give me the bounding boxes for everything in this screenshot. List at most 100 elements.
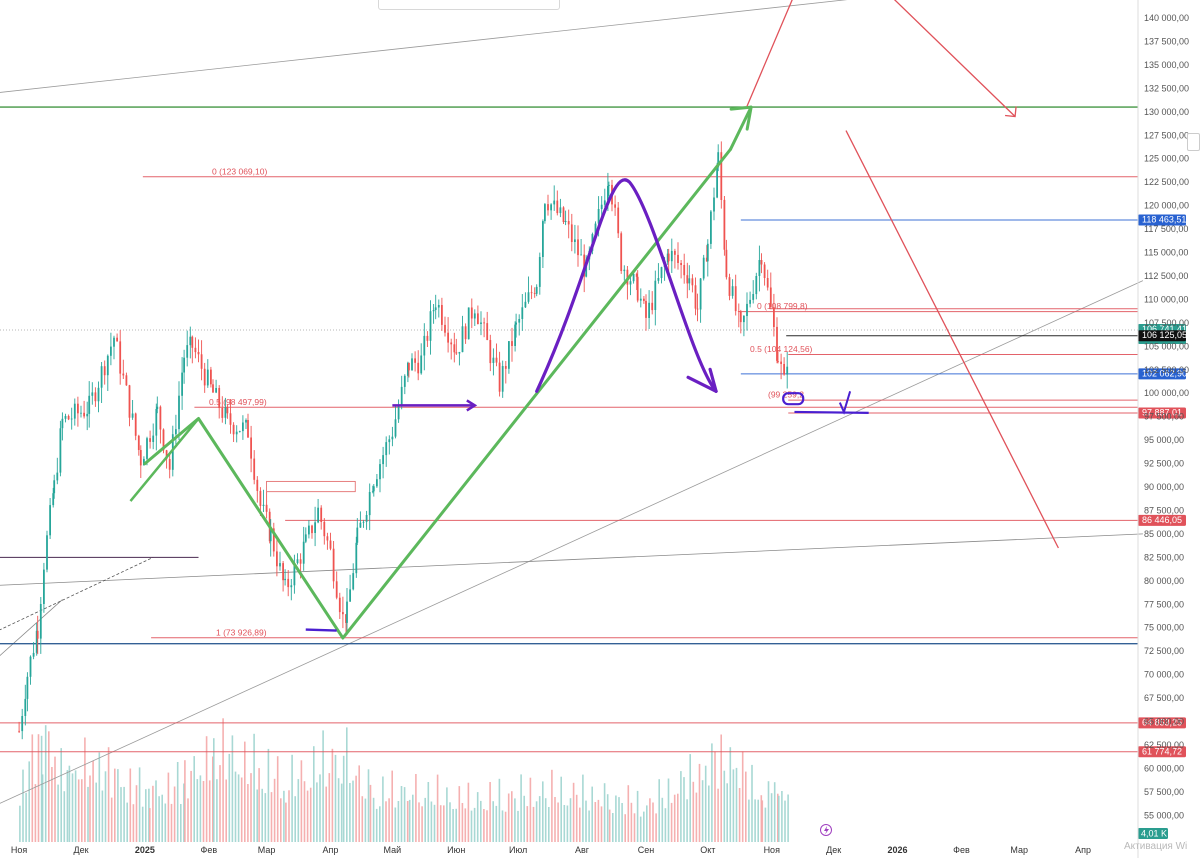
volume-bar xyxy=(433,804,436,842)
candle-body xyxy=(314,522,316,533)
candle-body xyxy=(139,450,142,466)
red-drop-line[interactable] xyxy=(845,130,1059,549)
volume-bar xyxy=(449,802,451,842)
candle-body xyxy=(643,298,645,301)
candle-body xyxy=(746,303,748,316)
red-projection-drawing[interactable] xyxy=(746,0,1016,117)
candle-body xyxy=(26,676,29,699)
candle-body xyxy=(680,263,682,265)
candle-body xyxy=(218,388,221,408)
volume-bar xyxy=(397,801,400,842)
price-tick-label: 97 500,00 xyxy=(1144,412,1184,422)
price-tick-label: 90 000,00 xyxy=(1144,482,1184,492)
candle-body xyxy=(632,273,635,282)
candle-body xyxy=(156,406,159,409)
price-tick-label: 120 000,00 xyxy=(1144,201,1189,211)
volume-bar xyxy=(161,794,163,842)
volume-bar xyxy=(495,805,498,842)
volume-bar xyxy=(667,778,670,842)
red-projection-arrow-head xyxy=(1005,106,1017,118)
candle-body xyxy=(212,384,214,393)
gear-icon[interactable] xyxy=(1187,133,1200,151)
volume-bar xyxy=(542,781,544,842)
blue-support-mark[interactable] xyxy=(794,410,869,414)
volume-bar xyxy=(563,805,566,842)
range-box[interactable] xyxy=(266,480,356,493)
price-tick-label: 82 500,00 xyxy=(1144,552,1184,562)
price-tick-label: 140 000,00 xyxy=(1144,13,1189,23)
volume-bar xyxy=(375,808,378,842)
trend-channel-line[interactable] xyxy=(0,599,63,661)
blue-dash-mark[interactable] xyxy=(305,628,337,632)
volume-bar xyxy=(167,772,170,842)
candle-body xyxy=(304,534,307,542)
candle-body xyxy=(760,260,763,265)
candle-body xyxy=(527,292,530,302)
candle-body xyxy=(717,152,720,168)
time-tick-label: Окт xyxy=(700,845,715,855)
volume-bar xyxy=(476,792,479,842)
volume-bar xyxy=(234,771,237,842)
candle-body xyxy=(766,278,769,288)
candle-body xyxy=(253,458,256,480)
volume-bar xyxy=(720,734,722,842)
green-zigzag-drawing[interactable] xyxy=(143,147,732,640)
candle-body xyxy=(70,418,73,420)
green-arrow-drawing[interactable] xyxy=(729,105,753,151)
volume-bar xyxy=(612,813,614,842)
volume-bar xyxy=(222,718,224,842)
purple-swing-drawing[interactable] xyxy=(535,178,718,393)
time-tick-label: Мар xyxy=(258,845,276,855)
volume-bar xyxy=(306,790,309,842)
price-tick-label: 80 000,00 xyxy=(1144,576,1184,586)
candle-body xyxy=(149,438,151,442)
trend-channel-line[interactable] xyxy=(0,280,1144,806)
volume-bar xyxy=(767,781,770,842)
trend-channel-line[interactable] xyxy=(0,0,893,93)
price-tick-label: 67 500,00 xyxy=(1144,693,1184,703)
price-tick-label: 57 500,00 xyxy=(1144,787,1184,797)
volume-bar xyxy=(701,780,704,842)
candle-body xyxy=(128,385,131,418)
candle-body xyxy=(705,257,708,262)
volume-bar xyxy=(784,800,786,842)
candle-body xyxy=(103,366,106,376)
drawing-toolbar[interactable] xyxy=(378,0,560,10)
volume-bar xyxy=(439,805,442,842)
volume-bar xyxy=(591,786,593,842)
volume-bar xyxy=(735,767,738,842)
volume-bar xyxy=(219,765,221,842)
candle-body xyxy=(276,551,278,567)
candle-body xyxy=(162,429,165,451)
candle-body xyxy=(441,305,443,325)
volume-bar xyxy=(291,754,293,842)
volume-bar xyxy=(77,779,80,842)
lightning-icon xyxy=(824,826,829,835)
candle-body xyxy=(518,319,521,323)
candle-body xyxy=(171,434,174,470)
volume-bar xyxy=(98,752,101,842)
windows-activation-watermark: Активация Wi xyxy=(1124,841,1188,852)
volume-bar xyxy=(187,798,189,842)
candle-body xyxy=(356,527,359,543)
volume-bar xyxy=(129,768,132,842)
volume-bar xyxy=(400,786,403,842)
candle-body xyxy=(91,392,94,396)
candle-body xyxy=(110,346,112,356)
price-tick-label: 132 500,00 xyxy=(1144,83,1189,93)
volume-bar xyxy=(649,798,651,842)
volume-bar xyxy=(717,788,719,842)
candle-body xyxy=(232,424,235,435)
blue-circle-mark[interactable] xyxy=(782,392,805,406)
volume-bar xyxy=(325,786,327,842)
candle-body xyxy=(376,479,378,487)
candle-body xyxy=(88,395,91,414)
volume-bar xyxy=(228,753,231,842)
trend-channel-line[interactable] xyxy=(0,533,1143,586)
dashed-trend-line[interactable] xyxy=(0,556,154,632)
candle-body xyxy=(666,253,669,263)
candle-body xyxy=(743,316,745,323)
candle-body xyxy=(287,578,290,588)
candle-body xyxy=(332,548,335,582)
